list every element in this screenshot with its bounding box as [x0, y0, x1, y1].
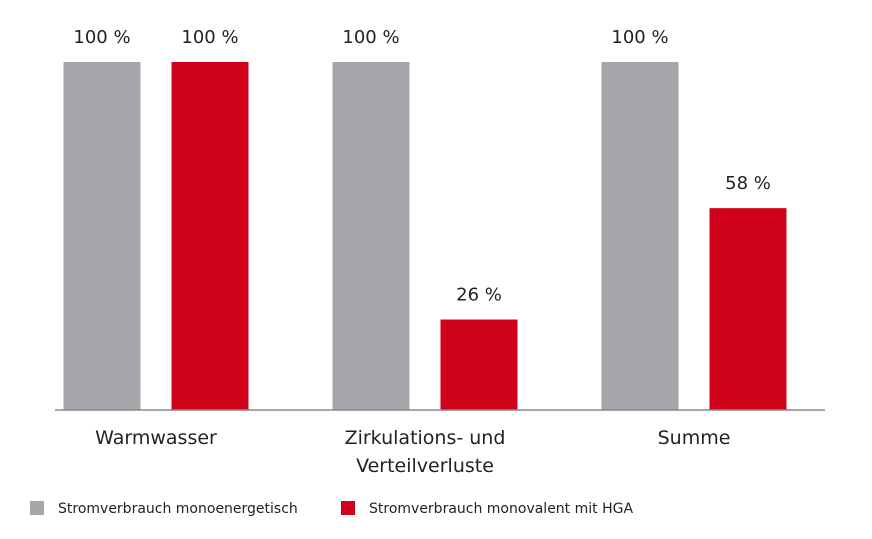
- bar: [332, 62, 410, 410]
- legend-swatch: [30, 501, 44, 515]
- legend-label: Stromverbrauch monoenergetisch: [58, 501, 298, 517]
- value-label: 100 %: [73, 27, 130, 48]
- legend-label: Stromverbrauch monovalent mit HGA: [369, 501, 633, 517]
- bar: [709, 208, 787, 410]
- bar: [440, 319, 518, 410]
- bar: [171, 62, 249, 410]
- bar: [63, 62, 141, 410]
- value-label: 26 %: [456, 285, 502, 306]
- x-tick-label: Zirkulations- und Verteilverluste: [344, 427, 506, 477]
- value-label: 58 %: [725, 173, 771, 194]
- x-tick-label: Warmwasser: [95, 427, 217, 449]
- legend-swatch: [341, 501, 355, 515]
- value-label: 100 %: [611, 27, 668, 48]
- bar: [601, 62, 679, 410]
- value-label: 100 %: [342, 27, 399, 48]
- x-tick-label: Summe: [657, 427, 731, 449]
- value-label: 100 %: [181, 27, 238, 48]
